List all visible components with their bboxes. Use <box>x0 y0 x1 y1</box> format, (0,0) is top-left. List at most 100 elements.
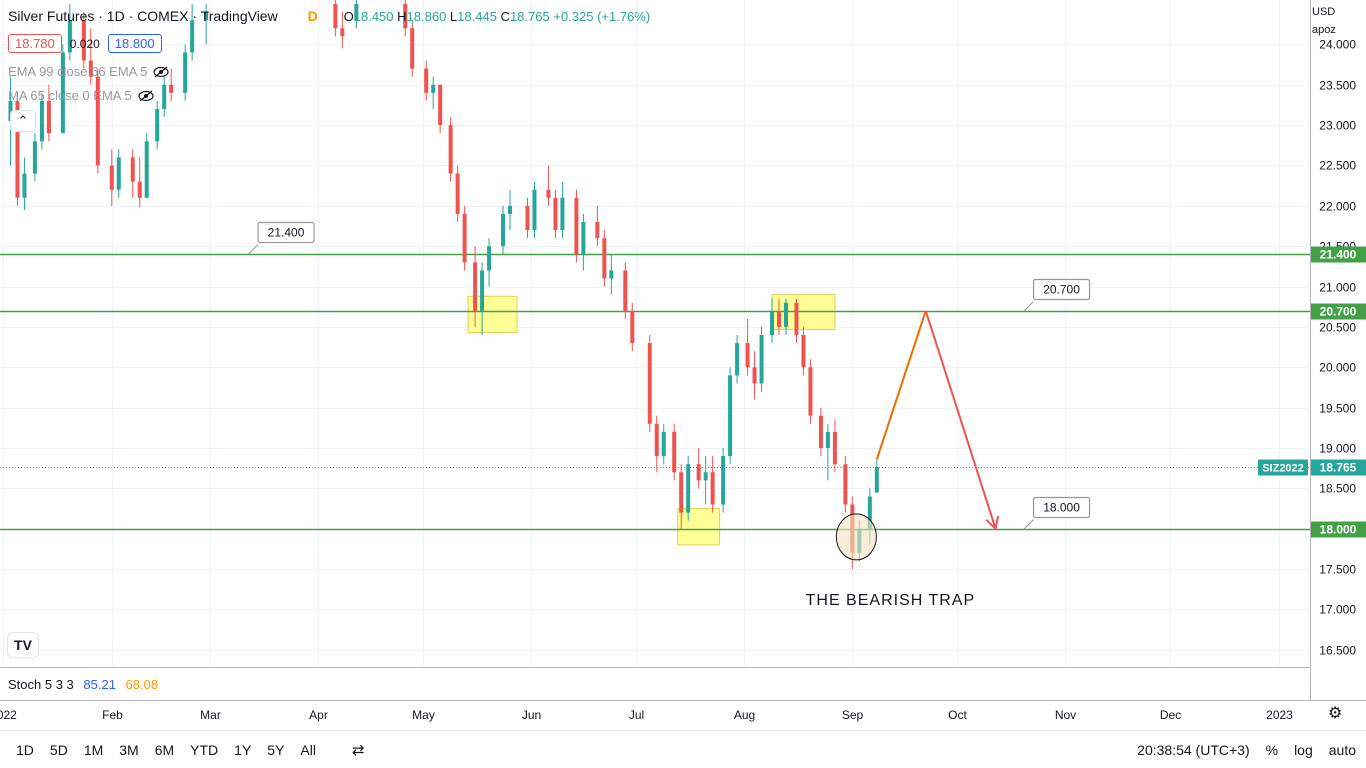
price-axis[interactable]: 24.00023.50023.00022.50022.00021.50021.0… <box>1258 0 1366 730</box>
price-tick-label: 19.500 <box>1319 402 1356 416</box>
candle-body <box>686 464 691 513</box>
price-axis-bg <box>1310 0 1366 730</box>
indicator-ma[interactable]: MA 65 close 0 EMA 5 <box>8 88 154 103</box>
candle <box>553 189 558 239</box>
candle <box>424 60 429 101</box>
stoch-indicator[interactable]: Stoch 5 3 3 85.21 68.08 <box>8 677 158 692</box>
candle-body <box>130 157 135 182</box>
candle <box>340 12 345 49</box>
candle-body <box>808 367 813 416</box>
ohlc-readout: O18.450 H18.860 L18.445 C18.765 +0.325 (… <box>343 9 651 24</box>
clock-readout[interactable]: 20:38:54 (UTC+3) <box>1137 742 1250 758</box>
time-tick-label: Oct <box>948 708 967 722</box>
candle-body <box>487 246 492 271</box>
auto-toggle[interactable]: auto <box>1328 742 1356 758</box>
candle <box>155 100 160 150</box>
user-label[interactable]: apoz <box>1312 24 1336 36</box>
candle-body <box>162 84 167 109</box>
candle <box>745 318 750 376</box>
timeframe-3m[interactable]: 3M <box>119 741 139 758</box>
candle-body <box>794 302 799 336</box>
chevron-up-icon[interactable]: ⌃ <box>10 110 36 132</box>
candle-body <box>801 335 806 368</box>
time-tick-label: 2022 <box>0 708 17 722</box>
calendar-range-icon[interactable]: ⇄ <box>351 741 365 759</box>
candle-body <box>867 496 872 529</box>
timeframe-5y[interactable]: 5Y <box>267 741 285 758</box>
candle <box>546 165 551 206</box>
candle-body <box>679 472 684 513</box>
candle-body <box>595 222 600 239</box>
price-tick-label: 16.500 <box>1319 644 1356 658</box>
candle <box>501 205 506 255</box>
candle <box>32 133 37 182</box>
eye-crossed-icon[interactable] <box>137 90 154 102</box>
timeframe-6m[interactable]: 6M <box>154 741 175 758</box>
level-price-tag <box>1311 246 1366 263</box>
callout-text: 21.400 <box>268 226 305 240</box>
timeframe-1d[interactable]: 1D <box>16 741 34 758</box>
stoch-d-value: 68.08 <box>125 677 159 692</box>
ask-price-button[interactable]: 18.800 <box>107 34 162 53</box>
candle-body <box>81 20 86 61</box>
timeframe-1m[interactable]: 1M <box>83 741 104 758</box>
eye-crossed-icon[interactable] <box>153 66 170 78</box>
callout-text: 18.000 <box>1043 501 1080 515</box>
candle-body <box>144 141 149 198</box>
callout-text: 20.700 <box>1043 283 1080 297</box>
candle <box>144 133 149 198</box>
level-price-tag <box>1311 303 1366 320</box>
candle-body <box>661 431 666 457</box>
candle <box>672 423 677 481</box>
candle-body <box>438 84 443 126</box>
callout-leader <box>1023 519 1034 530</box>
candle <box>46 84 51 142</box>
candle-body <box>609 270 614 279</box>
bid-price-button[interactable]: 18.780 <box>8 34 62 53</box>
candle-body <box>777 310 782 327</box>
price-tick-label: 22.500 <box>1319 159 1356 173</box>
trap-label: THE BEARISH TRAP <box>806 592 976 609</box>
candle <box>728 367 733 465</box>
time-axis[interactable]: 2022 Feb Mar Apr May Jun Jul Aug Sep Oct Nov Dec 202… <box>0 700 1366 723</box>
candle <box>508 189 513 231</box>
candle-body <box>825 431 830 449</box>
timeframe-all[interactable]: All <box>300 741 316 758</box>
candle-body <box>745 343 750 368</box>
candle-body <box>410 28 415 69</box>
indicator-ma-label: MA 65 close 0 EMA 5 <box>8 88 132 103</box>
indicator-ema[interactable]: EMA 99 close 66 EMA 5 <box>8 64 170 79</box>
price-tick-label: 17.500 <box>1319 563 1356 577</box>
candle <box>595 205 600 247</box>
timeframe-1y[interactable]: 1Y <box>234 741 252 758</box>
candle-body <box>169 84 174 93</box>
price-chart[interactable]: 21.400 20.700 18.000 THE BEARISH TRAP 24.0… <box>0 0 1366 730</box>
candle <box>647 335 652 432</box>
timeframe-5d[interactable]: 5D <box>49 741 68 758</box>
tradingview-logo[interactable]: TV <box>7 632 39 658</box>
projection-arrows: THE BEARISH TRAP <box>806 310 1000 609</box>
candle <box>455 165 460 222</box>
currency-label[interactable]: USD <box>1312 6 1336 18</box>
log-toggle[interactable]: log <box>1294 742 1313 758</box>
time-tick-label: Mar <box>200 708 221 722</box>
level-lines: 21.400 20.700 18.000 <box>0 221 1310 531</box>
gear-icon[interactable]: ⚙ <box>1328 705 1343 722</box>
candle <box>88 28 93 85</box>
stoch-label: Stoch 5 3 3 <box>8 677 74 692</box>
candle <box>95 68 100 174</box>
candle-body <box>46 100 51 134</box>
last-price-tag <box>1311 459 1366 476</box>
candle <box>735 335 740 384</box>
candle <box>609 254 614 295</box>
candle <box>602 230 607 287</box>
timeframe-ytd[interactable]: YTD <box>190 741 219 758</box>
candle-body <box>874 467 879 493</box>
candle <box>801 326 806 376</box>
percent-toggle[interactable]: % <box>1265 742 1279 758</box>
candle-body <box>155 108 160 142</box>
time-tick-label: Jun <box>522 708 541 722</box>
candle-body <box>672 431 677 473</box>
candle-body <box>553 197 558 231</box>
candle <box>874 459 879 493</box>
